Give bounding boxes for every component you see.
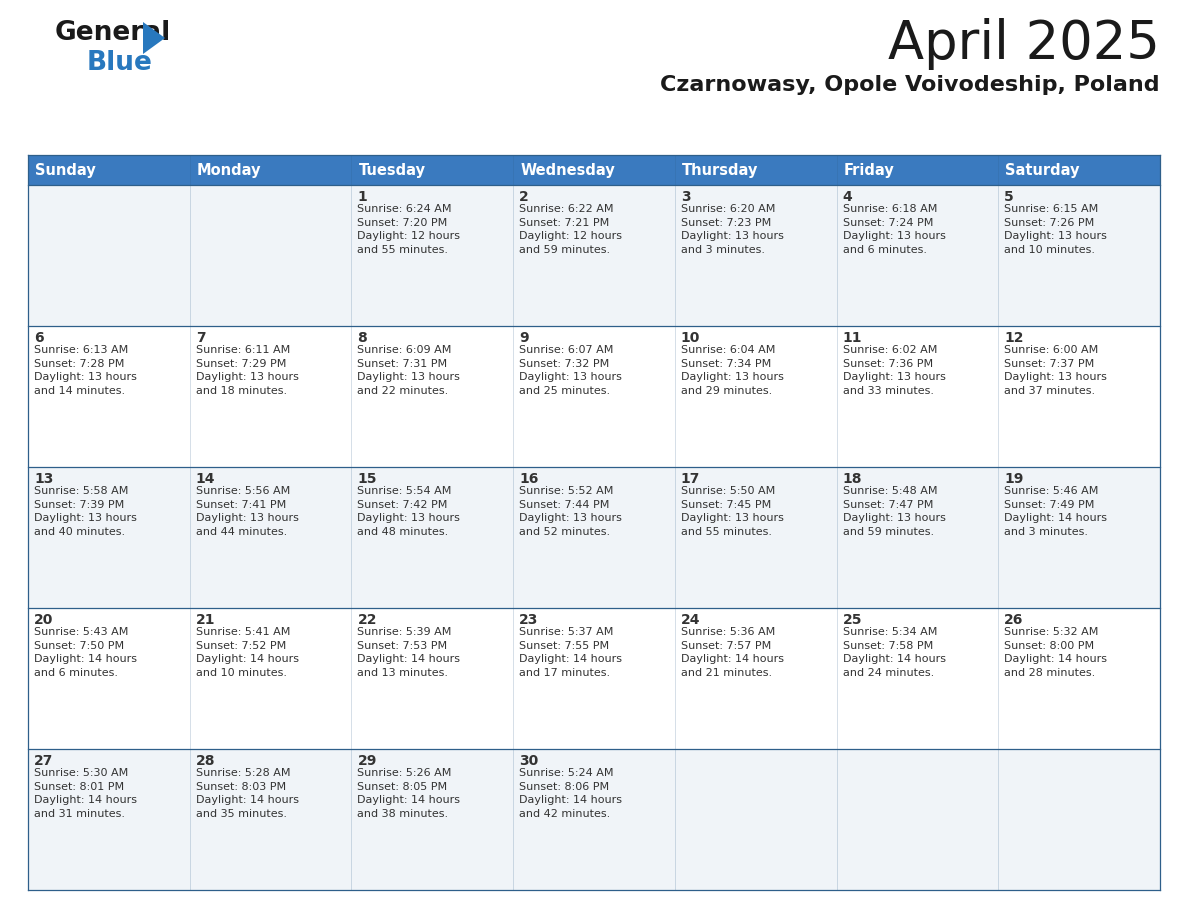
Text: Saturday: Saturday <box>1005 162 1080 177</box>
Text: 3: 3 <box>681 190 690 204</box>
Text: Sunrise: 5:34 AM
Sunset: 7:58 PM
Daylight: 14 hours
and 24 minutes.: Sunrise: 5:34 AM Sunset: 7:58 PM Dayligh… <box>842 627 946 677</box>
Text: Sunrise: 5:54 AM
Sunset: 7:42 PM
Daylight: 13 hours
and 48 minutes.: Sunrise: 5:54 AM Sunset: 7:42 PM Dayligh… <box>358 486 460 537</box>
Text: Sunrise: 5:48 AM
Sunset: 7:47 PM
Daylight: 13 hours
and 59 minutes.: Sunrise: 5:48 AM Sunset: 7:47 PM Dayligh… <box>842 486 946 537</box>
Text: 19: 19 <box>1004 472 1024 486</box>
Text: Sunrise: 6:13 AM
Sunset: 7:28 PM
Daylight: 13 hours
and 14 minutes.: Sunrise: 6:13 AM Sunset: 7:28 PM Dayligh… <box>34 345 137 396</box>
Text: Thursday: Thursday <box>682 162 758 177</box>
Text: 5: 5 <box>1004 190 1015 204</box>
Text: Sunrise: 5:26 AM
Sunset: 8:05 PM
Daylight: 14 hours
and 38 minutes.: Sunrise: 5:26 AM Sunset: 8:05 PM Dayligh… <box>358 768 461 819</box>
Text: Sunrise: 5:58 AM
Sunset: 7:39 PM
Daylight: 13 hours
and 40 minutes.: Sunrise: 5:58 AM Sunset: 7:39 PM Dayligh… <box>34 486 137 537</box>
Text: Sunrise: 6:07 AM
Sunset: 7:32 PM
Daylight: 13 hours
and 25 minutes.: Sunrise: 6:07 AM Sunset: 7:32 PM Dayligh… <box>519 345 623 396</box>
Text: 13: 13 <box>34 472 53 486</box>
Text: Sunrise: 5:56 AM
Sunset: 7:41 PM
Daylight: 13 hours
and 44 minutes.: Sunrise: 5:56 AM Sunset: 7:41 PM Dayligh… <box>196 486 298 537</box>
Polygon shape <box>143 22 165 54</box>
Text: Sunrise: 6:02 AM
Sunset: 7:36 PM
Daylight: 13 hours
and 33 minutes.: Sunrise: 6:02 AM Sunset: 7:36 PM Dayligh… <box>842 345 946 396</box>
Text: 25: 25 <box>842 613 862 627</box>
Bar <box>29 155 190 185</box>
Text: Sunrise: 6:24 AM
Sunset: 7:20 PM
Daylight: 12 hours
and 55 minutes.: Sunrise: 6:24 AM Sunset: 7:20 PM Dayligh… <box>358 204 461 255</box>
Text: Sunrise: 5:41 AM
Sunset: 7:52 PM
Daylight: 14 hours
and 10 minutes.: Sunrise: 5:41 AM Sunset: 7:52 PM Dayligh… <box>196 627 298 677</box>
Text: Sunrise: 5:36 AM
Sunset: 7:57 PM
Daylight: 14 hours
and 21 minutes.: Sunrise: 5:36 AM Sunset: 7:57 PM Dayligh… <box>681 627 784 677</box>
Text: 7: 7 <box>196 331 206 345</box>
Text: Tuesday: Tuesday <box>359 162 425 177</box>
Text: 23: 23 <box>519 613 538 627</box>
Text: 9: 9 <box>519 331 529 345</box>
Bar <box>29 608 1159 749</box>
Text: Sunrise: 5:46 AM
Sunset: 7:49 PM
Daylight: 14 hours
and 3 minutes.: Sunrise: 5:46 AM Sunset: 7:49 PM Dayligh… <box>1004 486 1107 537</box>
Text: 26: 26 <box>1004 613 1024 627</box>
Text: 24: 24 <box>681 613 701 627</box>
Text: Friday: Friday <box>843 162 895 177</box>
Text: Czarnowasy, Opole Voivodeship, Poland: Czarnowasy, Opole Voivodeship, Poland <box>661 75 1159 95</box>
Text: Sunrise: 5:30 AM
Sunset: 8:01 PM
Daylight: 14 hours
and 31 minutes.: Sunrise: 5:30 AM Sunset: 8:01 PM Dayligh… <box>34 768 137 819</box>
Text: 28: 28 <box>196 754 215 768</box>
Text: Blue: Blue <box>87 50 153 76</box>
Bar <box>190 155 352 185</box>
Text: Sunrise: 5:52 AM
Sunset: 7:44 PM
Daylight: 13 hours
and 52 minutes.: Sunrise: 5:52 AM Sunset: 7:44 PM Dayligh… <box>519 486 623 537</box>
Text: Sunrise: 5:37 AM
Sunset: 7:55 PM
Daylight: 14 hours
and 17 minutes.: Sunrise: 5:37 AM Sunset: 7:55 PM Dayligh… <box>519 627 623 677</box>
Text: 18: 18 <box>842 472 862 486</box>
Text: 2: 2 <box>519 190 529 204</box>
Text: 22: 22 <box>358 613 377 627</box>
Text: Sunrise: 6:11 AM
Sunset: 7:29 PM
Daylight: 13 hours
and 18 minutes.: Sunrise: 6:11 AM Sunset: 7:29 PM Dayligh… <box>196 345 298 396</box>
Text: 29: 29 <box>358 754 377 768</box>
Bar <box>513 155 675 185</box>
Text: Wednesday: Wednesday <box>520 162 615 177</box>
Text: Sunrise: 5:32 AM
Sunset: 8:00 PM
Daylight: 14 hours
and 28 minutes.: Sunrise: 5:32 AM Sunset: 8:00 PM Dayligh… <box>1004 627 1107 677</box>
Text: Sunrise: 5:24 AM
Sunset: 8:06 PM
Daylight: 14 hours
and 42 minutes.: Sunrise: 5:24 AM Sunset: 8:06 PM Dayligh… <box>519 768 623 819</box>
Text: 12: 12 <box>1004 331 1024 345</box>
Text: 21: 21 <box>196 613 215 627</box>
Text: Monday: Monday <box>197 162 261 177</box>
Text: 8: 8 <box>358 331 367 345</box>
Bar <box>29 326 1159 467</box>
Text: 15: 15 <box>358 472 377 486</box>
Text: 16: 16 <box>519 472 538 486</box>
Text: 11: 11 <box>842 331 862 345</box>
Text: Sunrise: 5:50 AM
Sunset: 7:45 PM
Daylight: 13 hours
and 55 minutes.: Sunrise: 5:50 AM Sunset: 7:45 PM Dayligh… <box>681 486 784 537</box>
Bar <box>836 155 998 185</box>
Text: 27: 27 <box>34 754 53 768</box>
Text: Sunrise: 6:00 AM
Sunset: 7:37 PM
Daylight: 13 hours
and 37 minutes.: Sunrise: 6:00 AM Sunset: 7:37 PM Dayligh… <box>1004 345 1107 396</box>
Bar <box>29 185 1159 326</box>
Text: Sunrise: 6:20 AM
Sunset: 7:23 PM
Daylight: 13 hours
and 3 minutes.: Sunrise: 6:20 AM Sunset: 7:23 PM Dayligh… <box>681 204 784 255</box>
Text: 6: 6 <box>34 331 44 345</box>
Text: 14: 14 <box>196 472 215 486</box>
Text: Sunrise: 6:09 AM
Sunset: 7:31 PM
Daylight: 13 hours
and 22 minutes.: Sunrise: 6:09 AM Sunset: 7:31 PM Dayligh… <box>358 345 460 396</box>
Bar <box>29 467 1159 608</box>
Text: Sunrise: 5:28 AM
Sunset: 8:03 PM
Daylight: 14 hours
and 35 minutes.: Sunrise: 5:28 AM Sunset: 8:03 PM Dayligh… <box>196 768 298 819</box>
Text: 4: 4 <box>842 190 852 204</box>
Text: April 2025: April 2025 <box>889 18 1159 70</box>
Text: Sunrise: 6:22 AM
Sunset: 7:21 PM
Daylight: 12 hours
and 59 minutes.: Sunrise: 6:22 AM Sunset: 7:21 PM Dayligh… <box>519 204 623 255</box>
Bar <box>29 749 1159 890</box>
Text: Sunrise: 6:04 AM
Sunset: 7:34 PM
Daylight: 13 hours
and 29 minutes.: Sunrise: 6:04 AM Sunset: 7:34 PM Dayligh… <box>681 345 784 396</box>
Text: Sunrise: 6:18 AM
Sunset: 7:24 PM
Daylight: 13 hours
and 6 minutes.: Sunrise: 6:18 AM Sunset: 7:24 PM Dayligh… <box>842 204 946 255</box>
Bar <box>352 155 513 185</box>
Bar <box>675 155 836 185</box>
Text: 30: 30 <box>519 754 538 768</box>
Text: Sunrise: 6:15 AM
Sunset: 7:26 PM
Daylight: 13 hours
and 10 minutes.: Sunrise: 6:15 AM Sunset: 7:26 PM Dayligh… <box>1004 204 1107 255</box>
Text: 20: 20 <box>34 613 53 627</box>
Text: 1: 1 <box>358 190 367 204</box>
Text: Sunrise: 5:39 AM
Sunset: 7:53 PM
Daylight: 14 hours
and 13 minutes.: Sunrise: 5:39 AM Sunset: 7:53 PM Dayligh… <box>358 627 461 677</box>
Text: Sunrise: 5:43 AM
Sunset: 7:50 PM
Daylight: 14 hours
and 6 minutes.: Sunrise: 5:43 AM Sunset: 7:50 PM Dayligh… <box>34 627 137 677</box>
Text: 10: 10 <box>681 331 700 345</box>
Text: Sunday: Sunday <box>34 162 96 177</box>
Bar <box>998 155 1159 185</box>
Text: 17: 17 <box>681 472 700 486</box>
Text: General: General <box>55 20 171 46</box>
